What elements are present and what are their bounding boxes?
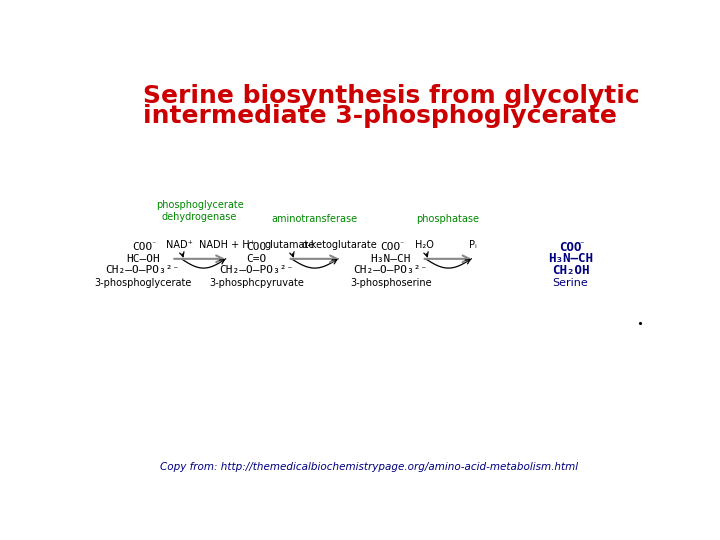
Text: COO: COO bbox=[132, 242, 153, 252]
Text: glutamate: glutamate bbox=[265, 240, 315, 250]
Text: COO: COO bbox=[246, 242, 266, 252]
Text: ⁻: ⁻ bbox=[151, 240, 156, 249]
Text: aminotransferase: aminotransferase bbox=[271, 214, 358, 224]
Text: 3-phosphoglycerate: 3-phosphoglycerate bbox=[94, 278, 192, 288]
Text: Serine biosynthesis from glycolytic: Serine biosynthesis from glycolytic bbox=[143, 84, 639, 107]
Text: CH₂OH: CH₂OH bbox=[552, 264, 589, 277]
Text: CH₂–O–PO₃²⁻: CH₂–O–PO₃²⁻ bbox=[106, 265, 180, 275]
Text: 3-phosphoserine: 3-phosphoserine bbox=[350, 278, 431, 288]
Text: C=O: C=O bbox=[246, 254, 266, 264]
Text: H₂O: H₂O bbox=[415, 240, 433, 250]
Text: NADH + H⁺: NADH + H⁺ bbox=[199, 240, 255, 250]
Text: intermediate 3-phosphoglycerate: intermediate 3-phosphoglycerate bbox=[143, 104, 616, 127]
Text: Copy from: http://themedicalbiochemistrypage.org/amino-acid-metabolism.html: Copy from: http://themedicalbiochemistry… bbox=[160, 462, 578, 472]
Text: NAD⁺: NAD⁺ bbox=[166, 240, 194, 250]
Text: phosphoglycerate
dehydrogenase: phosphoglycerate dehydrogenase bbox=[156, 200, 243, 222]
Text: CH₂–O–PO₃²⁻: CH₂–O–PO₃²⁻ bbox=[220, 265, 294, 275]
Text: Serine: Serine bbox=[553, 278, 588, 288]
Text: phosphatase: phosphatase bbox=[417, 214, 480, 224]
Text: ⁻: ⁻ bbox=[399, 240, 404, 249]
Text: HC–OH: HC–OH bbox=[126, 254, 160, 264]
Text: COO: COO bbox=[559, 241, 582, 254]
Text: CH₂–O–PO₃²⁻: CH₂–O–PO₃²⁻ bbox=[354, 265, 428, 275]
Text: ⁻: ⁻ bbox=[265, 240, 269, 249]
Text: H₃N–CH: H₃N–CH bbox=[548, 252, 593, 265]
Text: COO: COO bbox=[381, 242, 401, 252]
Text: ⁻: ⁻ bbox=[580, 240, 584, 249]
Text: Pᵢ: Pᵢ bbox=[469, 240, 477, 250]
Text: 3-phosphcpyruvate: 3-phosphcpyruvate bbox=[210, 278, 304, 288]
Text: α-ketoglutarate: α-ketoglutarate bbox=[302, 240, 377, 250]
Text: H₃N–CH: H₃N–CH bbox=[371, 254, 411, 264]
